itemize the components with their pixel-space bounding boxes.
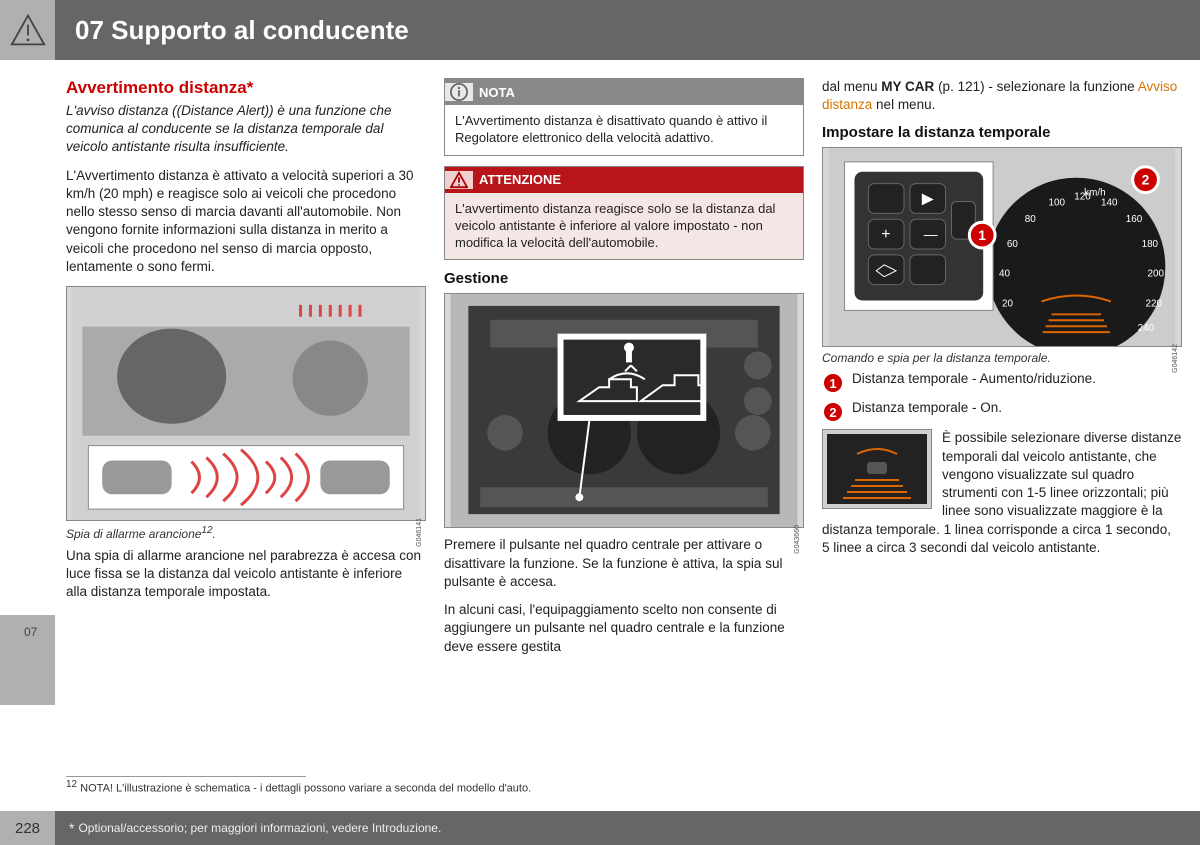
svg-text:2: 2 (1142, 172, 1150, 188)
note-title: NOTA (473, 79, 803, 105)
subheading: Gestione (444, 270, 804, 287)
paragraph: Una spia di allarme arancione nel parabr… (66, 547, 426, 602)
section-heading: Avvertimento distanza* (66, 78, 426, 98)
svg-text:80: 80 (1025, 215, 1036, 226)
image-code: G046142 (1172, 344, 1179, 373)
column-1: Avvertimento distanza* L'avviso distanza… (66, 78, 426, 666)
svg-text:100: 100 (1049, 198, 1066, 209)
asterisk-icon: * (69, 820, 74, 836)
illustration-warning-lamp: G046141 (66, 286, 426, 521)
warning-title: ATTENZIONE (473, 167, 803, 193)
info-icon (445, 83, 473, 101)
inset-illustration (822, 429, 932, 509)
svg-text:20: 20 (1002, 299, 1013, 310)
svg-text:200: 200 (1148, 269, 1165, 280)
svg-text:60: 60 (1007, 239, 1018, 250)
image-caption: Comando e spia per la distanza temporale… (822, 351, 1182, 365)
svg-text:1: 1 (978, 228, 986, 244)
illustration-center-console: G043660 (444, 293, 804, 528)
svg-text:160: 160 (1126, 215, 1143, 226)
note-body: L'Avvertimento distanza è disattivato qu… (445, 105, 803, 155)
page-footer: 228 * Optional/accessorio; per maggiori … (0, 811, 1200, 845)
svg-text:140: 140 (1101, 198, 1118, 209)
legend-item: 1 Distanza temporale - Aumento/riduzione… (822, 371, 1182, 394)
svg-text:+: + (881, 227, 890, 244)
warning-body: L'avvertimento distanza reagisce solo se… (445, 193, 803, 260)
page-title: 07 Supporto al conducente (75, 15, 409, 46)
paragraph: Premere il pulsante nel quadro centrale … (444, 536, 804, 591)
paragraph: In alcuni casi, l'equipaggiamento scelto… (444, 601, 804, 656)
svg-text:—: — (924, 227, 938, 243)
column-3: dal menu MY CAR (p. 121) - selezionare l… (822, 78, 1182, 666)
image-code: G046141 (416, 518, 423, 547)
warning-box: ATTENZIONE L'avvertimento distanza reagi… (444, 166, 804, 261)
intro-text: L'avviso distanza ((Distance Alert)) è u… (66, 102, 426, 157)
legend-item: 2 Distanza temporale - On. (822, 400, 1182, 423)
footnote: 12 NOTA! L'illustrazione è schematica - … (66, 779, 531, 795)
svg-text:240: 240 (1138, 324, 1155, 335)
legend-badge-1: 1 (822, 372, 844, 394)
legend-badge-2: 2 (822, 401, 844, 423)
svg-text:40: 40 (999, 269, 1010, 280)
paragraph: L'Avvertimento distanza è attivato a vel… (66, 167, 426, 276)
note-box: NOTA L'Avvertimento distanza è disattiva… (444, 78, 804, 156)
svg-text:180: 180 (1142, 239, 1159, 250)
warning-triangle-icon (0, 0, 55, 60)
footnote-rule (66, 776, 306, 777)
column-2: NOTA L'Avvertimento distanza è disattiva… (444, 78, 804, 666)
image-caption: Spia di allarme arancione12. (66, 525, 426, 541)
page-header: 07 Supporto al conducente (0, 0, 1200, 60)
svg-text:220: 220 (1146, 299, 1163, 310)
paragraph: dal menu MY CAR (p. 121) - selezionare l… (822, 78, 1182, 114)
chapter-tab-label: 07 (24, 625, 37, 639)
page-number: 228 (0, 811, 55, 845)
illustration-time-gap: 2040 6080 100120 140160 180200 km/h 2202… (822, 147, 1182, 347)
image-code: G043660 (794, 525, 801, 554)
paragraph: È possibile selezionare diverse distanze… (822, 429, 1182, 557)
svg-text:km/h: km/h (1084, 188, 1105, 199)
footer-note: * Optional/accessorio; per maggiori info… (55, 811, 1200, 845)
warning-icon (445, 171, 473, 189)
subheading: Impostare la distanza temporale (822, 124, 1182, 141)
